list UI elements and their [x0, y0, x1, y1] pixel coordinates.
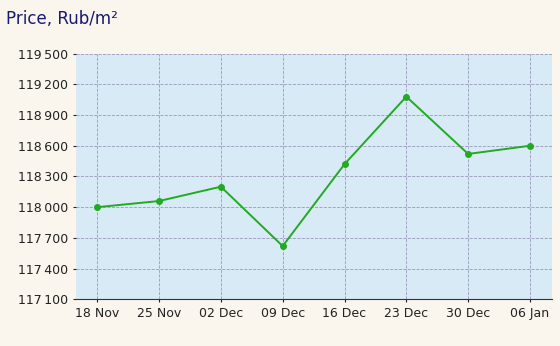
Text: Price, Rub/m²: Price, Rub/m² [6, 10, 118, 28]
